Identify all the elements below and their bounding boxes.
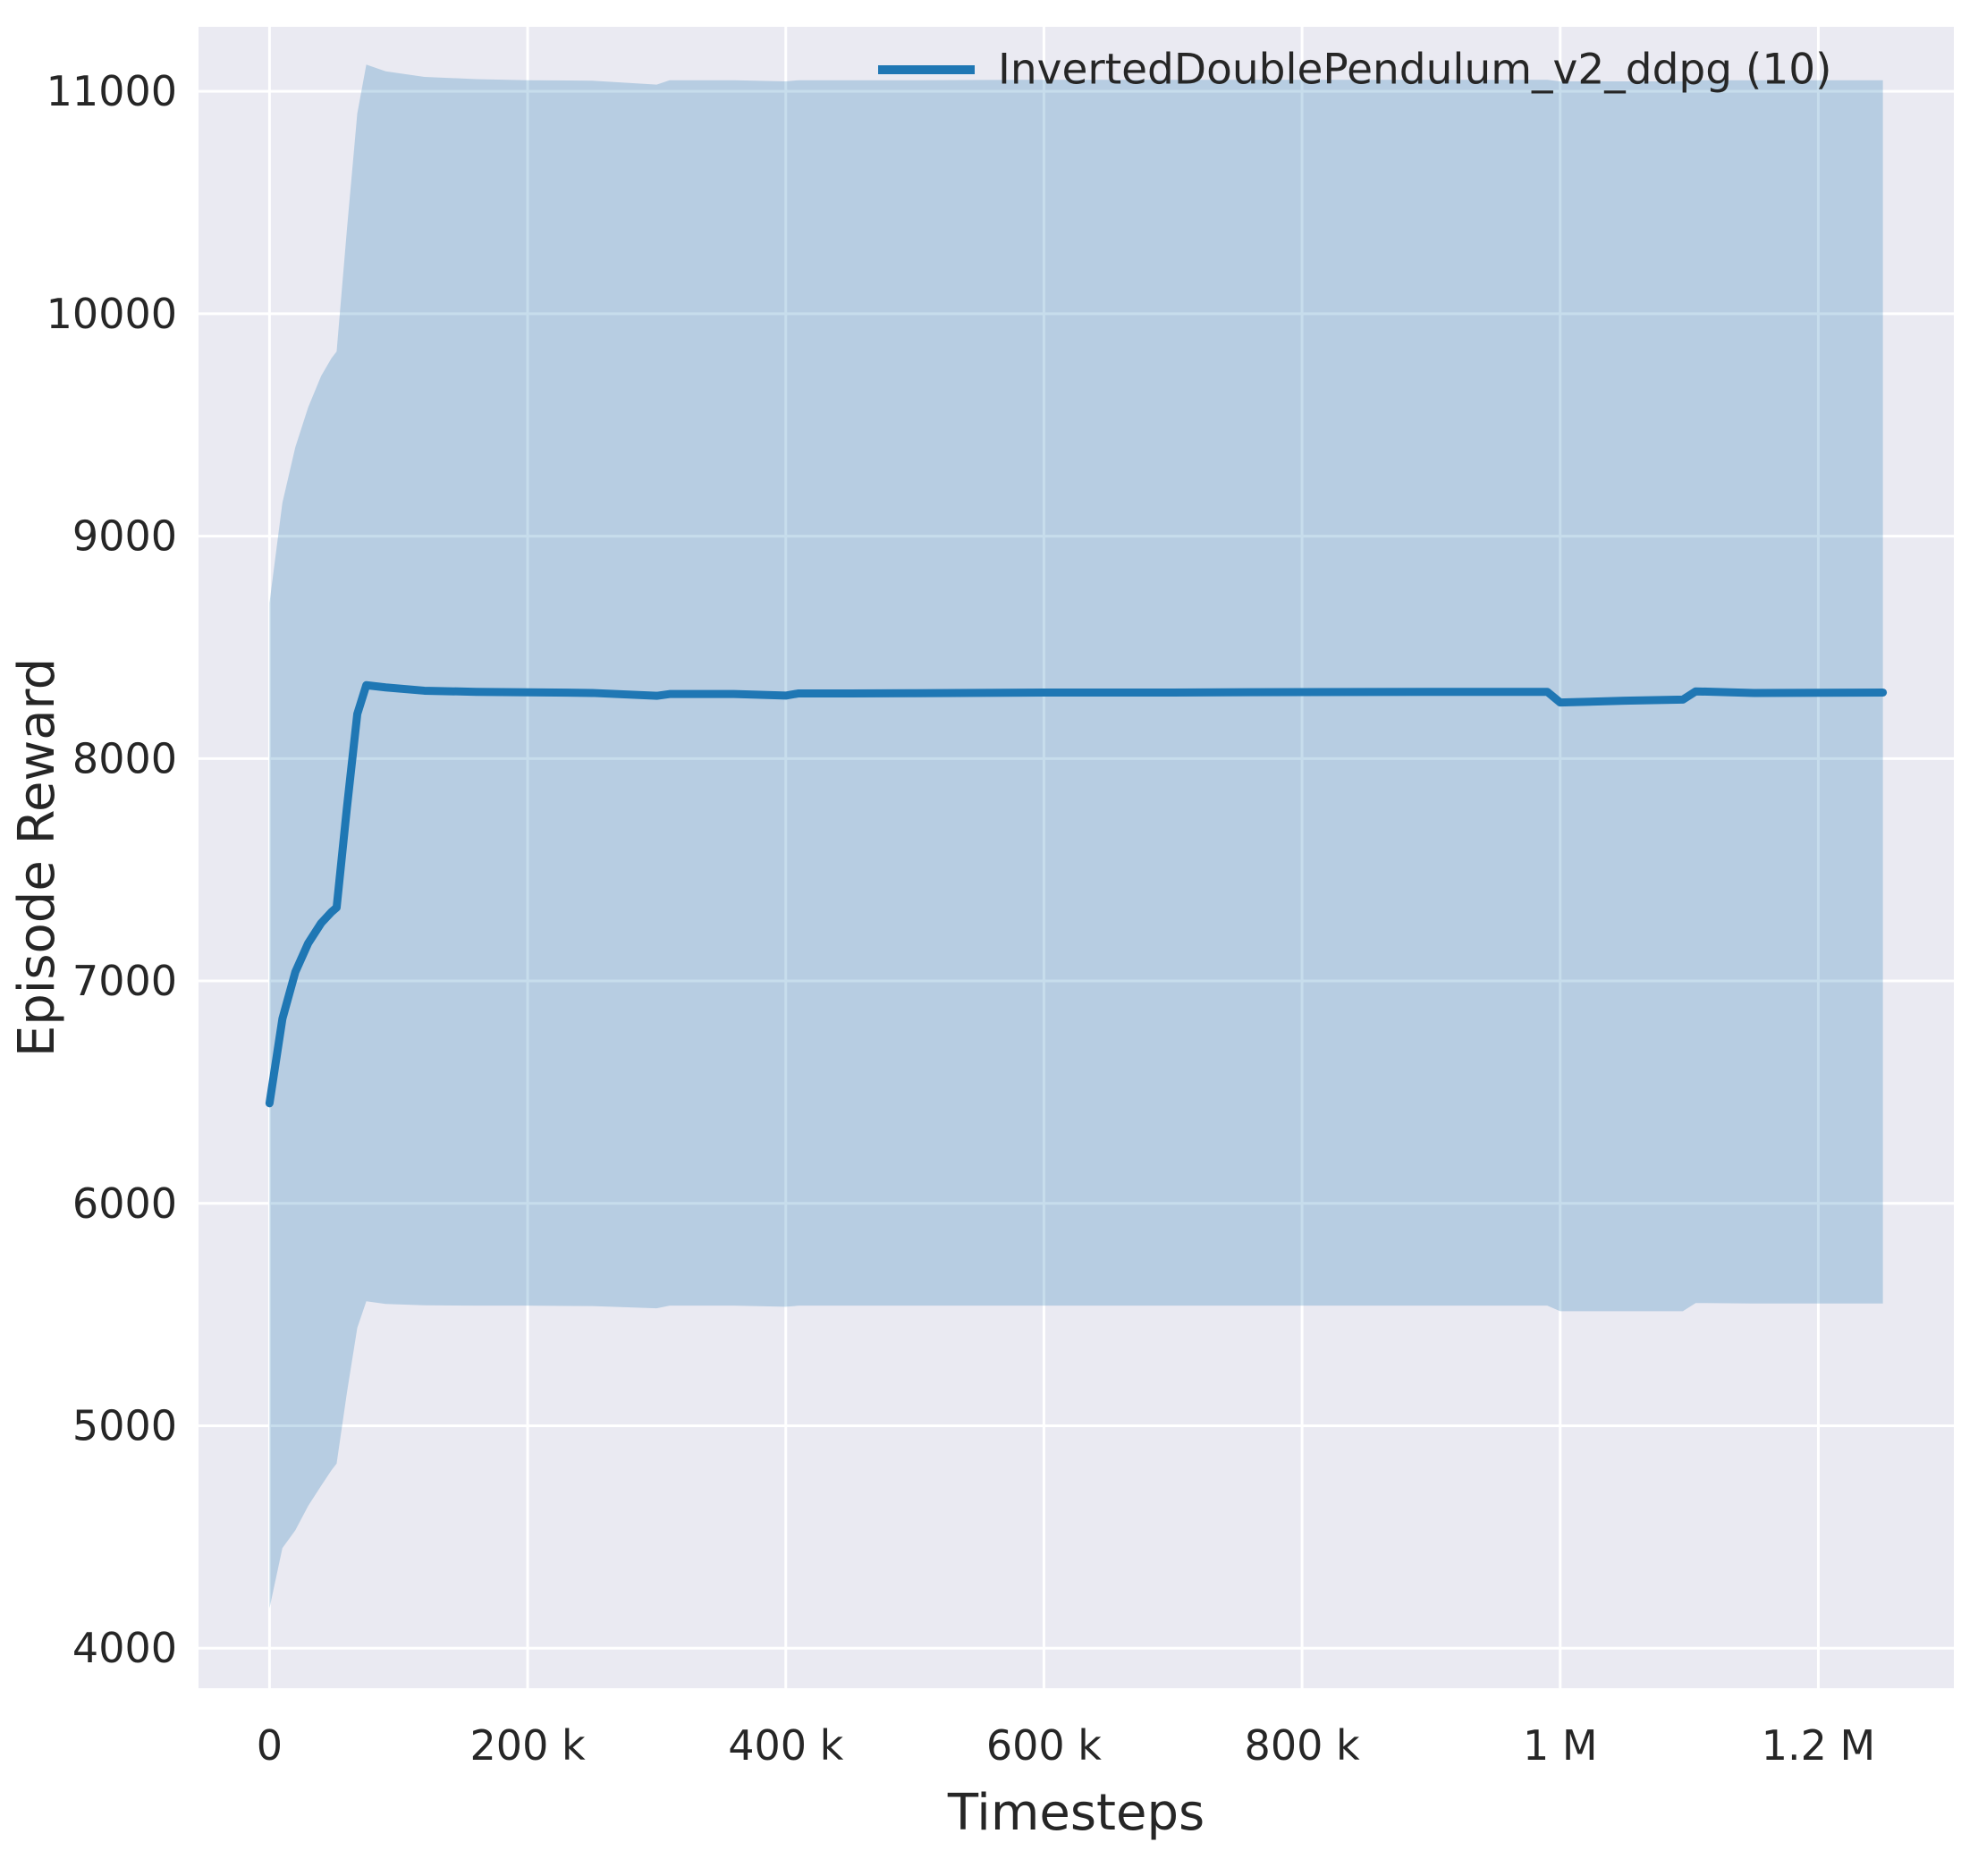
- confidence-band: [269, 64, 1883, 1609]
- y-tick-label: 10000: [46, 290, 177, 338]
- y-tick-label: 7000: [72, 957, 177, 1005]
- x-tick-label: 800 k: [1245, 1721, 1360, 1770]
- x-tick-label: 1 M: [1523, 1721, 1598, 1770]
- plot-background: [199, 27, 1954, 1688]
- y-tick-label: 8000: [72, 734, 177, 782]
- tick-labels: 4000 5000 6000 7000 8000 9000 10000 11000 0 200 k…: [46, 67, 1876, 1770]
- mean-line: [265, 680, 1888, 1108]
- y-tick-label: 9000: [72, 512, 177, 561]
- y-tick-label: 4000: [72, 1624, 177, 1672]
- y-axis-label: Episode Reward: [8, 658, 66, 1057]
- x-axis-label: Timesteps: [947, 1784, 1205, 1842]
- x-tick-label: 600 k: [986, 1721, 1102, 1770]
- legend: InvertedDoublePendulum_v2_ddpg (10): [878, 46, 1832, 95]
- x-tick-label: 0: [257, 1721, 283, 1770]
- y-tick-label: 6000: [72, 1179, 177, 1228]
- grid: [199, 27, 1954, 1688]
- x-tick-label: 400 k: [728, 1721, 843, 1770]
- x-tick-label: 1.2 M: [1762, 1721, 1875, 1770]
- x-tick-label: 200 k: [470, 1721, 586, 1770]
- legend-label: InvertedDoublePendulum_v2_ddpg (10): [998, 46, 1832, 95]
- y-tick-label: 5000: [72, 1402, 177, 1450]
- y-tick-label: 11000: [46, 67, 177, 115]
